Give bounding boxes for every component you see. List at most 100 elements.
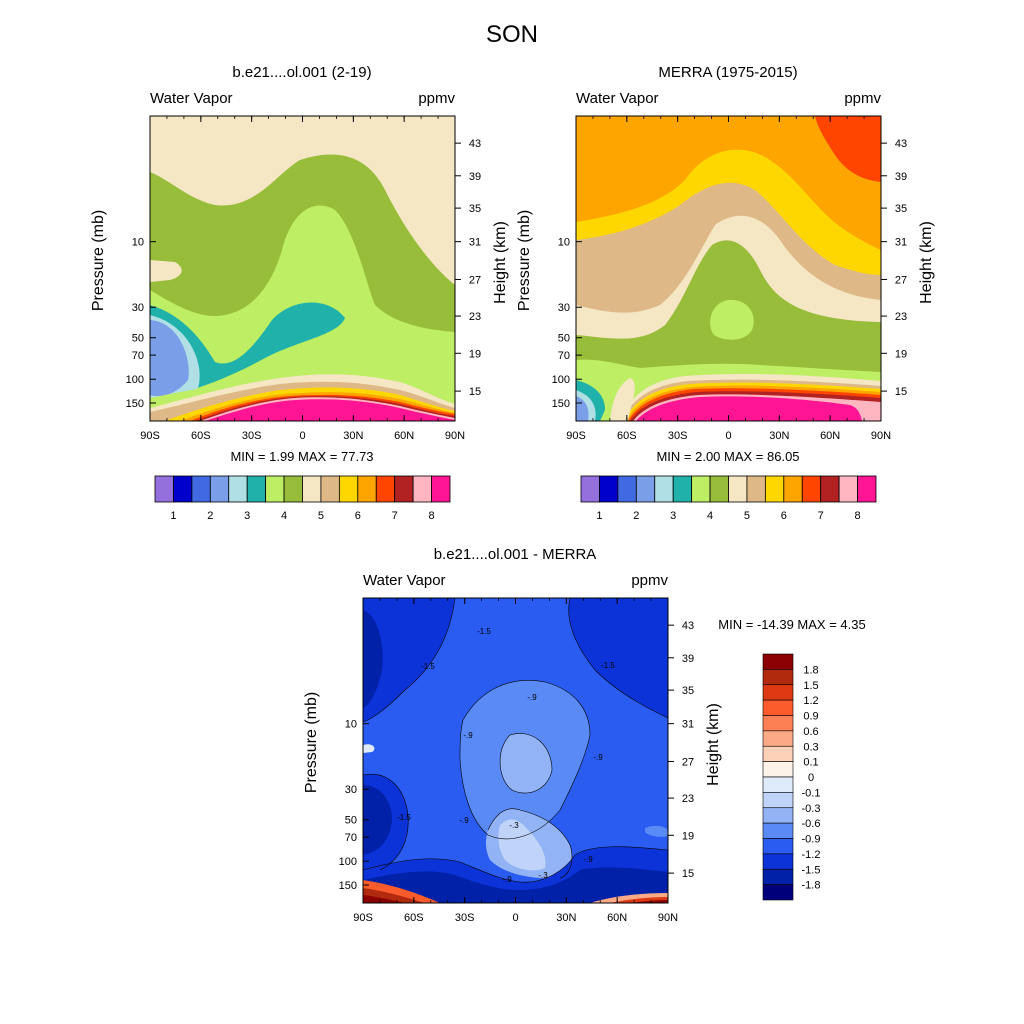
- colorbar-swatch: [173, 475, 193, 503]
- panel-3-left-label: Water Vapor: [363, 572, 446, 589]
- panel-3-contour-line: [363, 846, 668, 883]
- height-tick-label: 19: [895, 348, 907, 360]
- panel-3-band-minus-1-8-leftmid: [363, 785, 392, 855]
- panel-1-plot: [150, 116, 455, 421]
- colorbar-swatch: [762, 776, 794, 793]
- figure-title: SON: [486, 21, 538, 48]
- colorbar-swatch: [762, 730, 794, 747]
- height-tick-label: 39: [895, 171, 907, 183]
- contour-label: -1.5: [397, 813, 411, 822]
- colorbar-swatch: [617, 475, 637, 503]
- colorbar-swatch: [672, 475, 693, 503]
- colorbar-swatch: [762, 792, 794, 809]
- panel-3-band-minus-1-2-right: [645, 825, 668, 837]
- colorbar-label: -0.1: [802, 787, 821, 799]
- height-tick-label: 15: [682, 868, 694, 880]
- colorbar-label: 5: [318, 510, 324, 522]
- colorbar-swatch: [654, 475, 674, 503]
- panel-3-band-1-8-left: [363, 895, 405, 903]
- panel-3-contour-line: [499, 733, 553, 794]
- colorbar-label: 3: [244, 510, 250, 522]
- contour-label: -.9: [459, 816, 469, 825]
- panel-3-band-minus-1-8-bottom: [363, 867, 668, 903]
- colorbar-swatch: [762, 684, 794, 701]
- contour-label: -.9: [583, 855, 593, 864]
- colorbar-swatch: [265, 475, 285, 503]
- colorbar-label: 2: [207, 510, 213, 522]
- panel-2-light-green-patch: [710, 299, 754, 340]
- x-tick-label: 30S: [668, 430, 688, 442]
- height-tick-label: 19: [682, 830, 694, 842]
- colorbar-label: 2: [633, 510, 639, 522]
- panel-1-min-max: MIN = 1.99 MAX = 77.73: [230, 449, 373, 464]
- contour-label: -.3: [509, 821, 519, 830]
- colorbar-label: 0.9: [803, 711, 818, 723]
- panel-3-title: b.e21....ol.001 - MERRA: [434, 546, 597, 563]
- panel-1-left-label: Water Vapor: [150, 90, 233, 107]
- colorbar-label: -0.9: [802, 834, 821, 846]
- height-tick-label: 43: [682, 620, 694, 632]
- y-axis-right-title: Height (km): [705, 703, 722, 786]
- x-tick-label: 60N: [607, 912, 627, 924]
- height-tick-label: 23: [469, 311, 481, 323]
- panel-3-contour-line: [459, 680, 591, 840]
- x-tick-label: 0: [299, 430, 305, 442]
- x-tick-label: 60S: [617, 430, 637, 442]
- colorbar-swatch: [320, 475, 340, 503]
- panel-1-tropopause-magenta: [205, 399, 455, 421]
- panel-3-band-1-8-right: [630, 900, 668, 903]
- colorbar-label: -1.2: [802, 849, 821, 861]
- y-tick-label: 70: [132, 350, 144, 362]
- colorbar-swatch: [375, 475, 396, 503]
- panel-1-right-label: ppmv: [418, 90, 455, 107]
- panel-3-contour-line: [363, 773, 409, 871]
- x-tick-label: 60S: [404, 912, 424, 924]
- y-tick-label: 50: [558, 333, 570, 345]
- colorbar-swatch: [762, 838, 794, 855]
- colorbar-swatch: [338, 475, 359, 503]
- height-tick-label: 43: [895, 138, 907, 150]
- colorbar-swatch: [709, 475, 729, 503]
- height-tick-label: 39: [682, 653, 694, 665]
- height-tick-label: 35: [895, 203, 907, 215]
- height-tick-label: 31: [469, 237, 481, 249]
- colorbar-swatch: [857, 475, 877, 503]
- colorbar-swatch: [783, 475, 803, 503]
- panel-2-colorbar: 1 2 3 4 5 6 7 8: [580, 475, 877, 522]
- y-tick-label: 30: [132, 302, 144, 314]
- contour-label: -.9: [527, 693, 537, 702]
- height-tick-label: 39: [469, 171, 481, 183]
- colorbar-label: 8: [855, 510, 861, 522]
- y-axis-right-title: Height (km): [918, 221, 935, 304]
- panel-3-band-minus-1-5-top: [363, 598, 668, 722]
- panel-1-moist-top-region: [150, 116, 455, 285]
- colorbar-swatch: [302, 475, 322, 503]
- y-tick-label: 70: [558, 350, 570, 362]
- height-tick-label: 27: [895, 274, 907, 286]
- height-tick-label: 27: [682, 756, 694, 768]
- y-tick-label: 10: [132, 237, 144, 249]
- panel-2-min-max: MIN = 2.00 MAX = 86.05: [656, 449, 799, 464]
- colorbar-swatch: [762, 807, 794, 824]
- colorbar-swatch: [762, 868, 794, 885]
- panel-3-axes: 90S 60S 30S 0 30N 60N 90N 10 30 50 70 100 150 43 39 35 3…: [303, 598, 722, 924]
- panel-3-band-minus-0-6-core: [500, 733, 552, 794]
- y-tick-label: 150: [552, 398, 570, 410]
- colorbar-label: 5: [744, 510, 750, 522]
- colorbar-label: 0.6: [803, 726, 818, 738]
- panel-2-left-label: Water Vapor: [576, 90, 659, 107]
- panel-2-plot: [576, 116, 881, 421]
- colorbar-swatch: [820, 475, 840, 503]
- panel-3-contour-line: [487, 808, 573, 879]
- colorbar-label: 0.1: [803, 757, 818, 769]
- x-tick-label: 90S: [353, 912, 373, 924]
- panel-3: b.e21....ol.001 - MERRA Water Vapor ppmv: [303, 546, 866, 924]
- colorbar-label: 3: [670, 510, 676, 522]
- colorbar-swatch: [764, 475, 785, 503]
- colorbar-label: -1.8: [802, 880, 821, 892]
- colorbar-label: 1: [596, 510, 602, 522]
- colorbar-swatch: [801, 475, 822, 503]
- colorbar-swatch: [762, 653, 794, 670]
- colorbar-swatch: [283, 475, 303, 503]
